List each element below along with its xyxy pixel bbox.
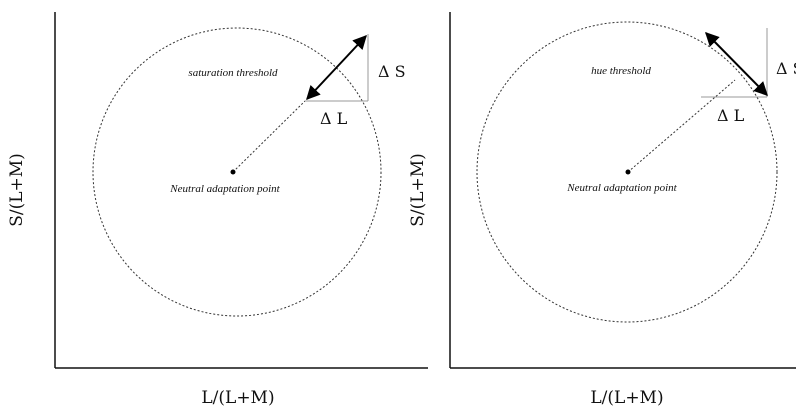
left-radius-line: [232, 100, 306, 173]
left-point-label: Neutral adaptation point: [169, 183, 280, 195]
right-point-label: Neutral adaptation point: [566, 182, 677, 194]
left-threshold-circle: [92, 27, 382, 317]
left-delta-l-label: Δ L: [320, 109, 348, 128]
right-threshold-label: hue threshold: [591, 65, 651, 77]
right-threshold-circle: [476, 21, 778, 323]
right-delta-l-label: Δ L: [717, 106, 745, 125]
right-y-axis-label: S/(L+M): [408, 153, 428, 227]
right-neutral-point: [625, 169, 631, 175]
left-neutral-point: [230, 169, 236, 175]
right-panel: hue threshold Neutral adaptation point Δ…: [408, 12, 796, 408]
left-threshold-label: saturation threshold: [188, 67, 278, 79]
left-saturation-arrow: [306, 34, 367, 101]
left-delta-s-label: Δ S: [378, 62, 406, 81]
right-radius-line: [627, 79, 736, 173]
left-y-axis-label: S/(L+M): [7, 153, 27, 227]
left-panel: saturation threshold Neutral adaptation …: [7, 12, 428, 408]
left-x-axis-label: L/(L+M): [201, 388, 274, 408]
right-delta-s-label: Δ S: [776, 59, 796, 78]
right-hue-arrow: [705, 32, 768, 96]
right-x-axis-label: L/(L+M): [590, 388, 663, 408]
